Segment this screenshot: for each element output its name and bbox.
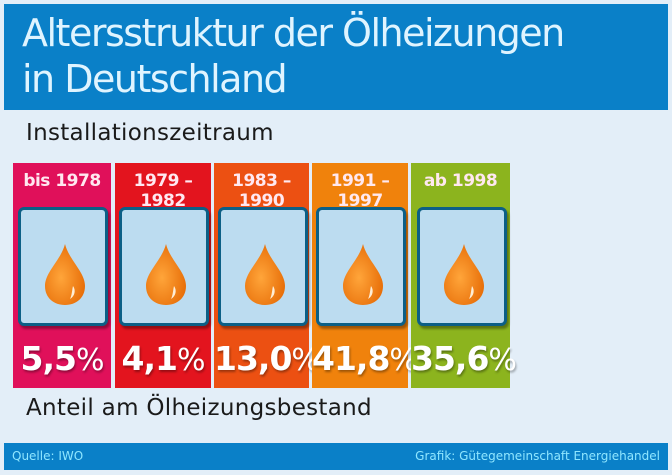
drop-card xyxy=(316,207,406,326)
period-column: 1979 – 1982 4,1% xyxy=(115,163,211,388)
period-column: bis 1978 5,5% xyxy=(13,163,111,388)
header-band: Altersstruktur der Ölheizungen in Deutsc… xyxy=(4,4,668,110)
oil-drop-icon xyxy=(45,244,85,305)
footer-band: Quelle: IWO Grafik: Gütegemeinschaft Ene… xyxy=(4,443,668,470)
oil-drop-icon xyxy=(443,244,484,305)
title-line-2: in Deutschland xyxy=(22,57,288,101)
share-value: 5,5% xyxy=(13,339,111,378)
drop-card xyxy=(119,207,209,326)
oil-drop-icon xyxy=(343,244,383,305)
period-column: ab 1998 35,6% xyxy=(411,163,517,388)
share-number: 13,0 xyxy=(214,339,292,378)
period-label: 1979 – 1982 xyxy=(133,171,193,211)
y-axis-label: Anteil am Ölheizungsbestand xyxy=(26,395,372,421)
oil-drop-icon xyxy=(244,244,285,305)
percent-sign: % xyxy=(488,343,516,378)
drop-card xyxy=(217,207,308,326)
percent-sign: % xyxy=(75,343,104,378)
percent-sign: % xyxy=(176,343,205,378)
share-number: 41,8 xyxy=(312,339,390,378)
period-column: 1991 – 1997 41,8% xyxy=(312,163,418,388)
share-value: 4,1% xyxy=(115,339,211,378)
share-value: 13,0% xyxy=(214,339,320,378)
share-number: 5,5 xyxy=(20,339,77,378)
period-label: ab 1998 xyxy=(423,171,498,191)
source-text: Quelle: IWO xyxy=(12,449,84,463)
credit-text: Grafik: Gütegemeinschaft Energiehandel xyxy=(415,449,660,463)
period-label: bis 1978 xyxy=(23,171,101,191)
page-title: Altersstruktur der Ölheizungen in Deutsc… xyxy=(22,10,565,102)
period-column: 1983 – 1990 13,0% xyxy=(214,163,320,388)
drop-card xyxy=(18,207,108,326)
period-label: 1983 – 1990 xyxy=(232,171,291,211)
x-axis-label: Installationszeitraum xyxy=(26,120,274,146)
title-line-1: Altersstruktur der Ölheizungen xyxy=(22,11,565,55)
period-label: 1991 – 1997 xyxy=(330,171,390,211)
drop-card xyxy=(416,207,507,326)
oil-drop-icon xyxy=(146,244,186,305)
share-value: 35,6% xyxy=(411,339,517,378)
share-number: 4,1 xyxy=(121,339,178,378)
share-value: 41,8% xyxy=(312,339,418,378)
share-number: 35,6 xyxy=(411,339,489,378)
